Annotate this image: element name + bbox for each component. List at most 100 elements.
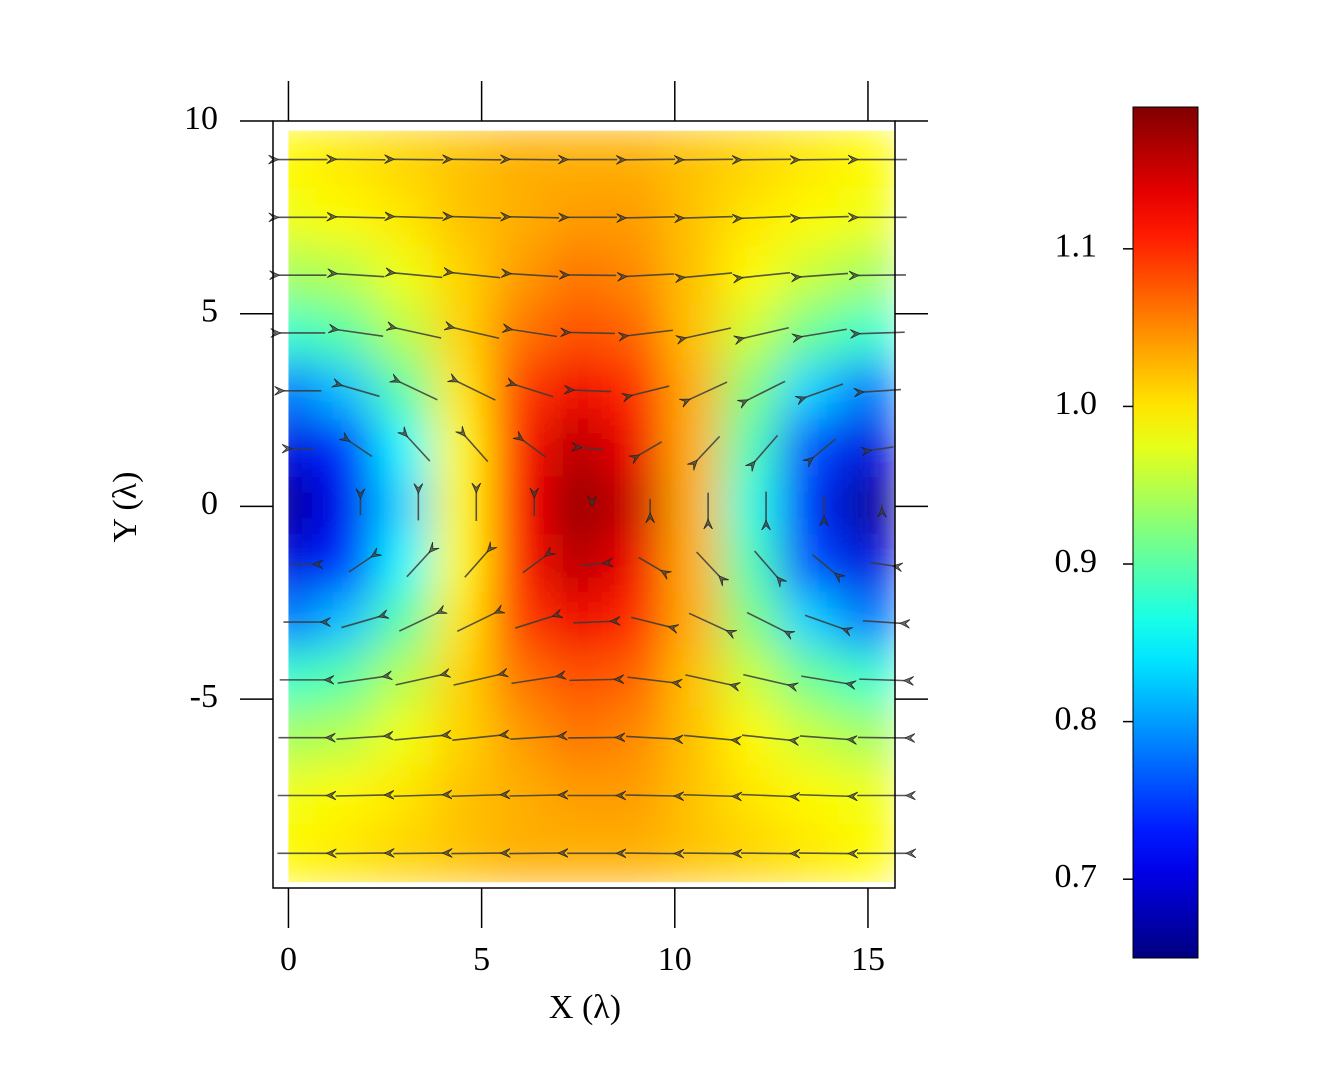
arrow xyxy=(453,675,500,686)
heat-cell xyxy=(548,476,609,537)
heat-cell xyxy=(374,592,435,652)
arrow xyxy=(515,616,553,629)
heatmap-area xyxy=(288,130,895,883)
heat-cell xyxy=(490,418,551,479)
heat-cell xyxy=(432,303,493,363)
heat-cell xyxy=(664,418,725,479)
heat-cell xyxy=(780,534,840,595)
arrow xyxy=(683,159,734,160)
arrow xyxy=(573,621,611,623)
heat-cell xyxy=(664,303,725,363)
y-tick-label: 10 xyxy=(184,100,218,137)
arrow xyxy=(523,440,547,458)
arrow xyxy=(799,217,849,219)
heat-cell xyxy=(490,476,551,537)
arrow xyxy=(336,217,386,218)
arrow xyxy=(335,795,386,796)
arrow xyxy=(741,853,791,854)
arrow xyxy=(799,159,850,160)
heat-cell xyxy=(490,360,551,421)
arrow xyxy=(627,329,674,336)
arrow xyxy=(580,563,604,565)
arrow xyxy=(512,329,558,338)
heat-cell xyxy=(664,476,725,537)
arrow xyxy=(407,436,431,462)
arrow xyxy=(573,390,612,392)
heat-cell xyxy=(837,476,895,537)
arrow xyxy=(452,273,501,279)
arrow xyxy=(454,328,500,340)
arrow xyxy=(638,556,662,571)
arrow xyxy=(805,383,844,398)
arrow xyxy=(741,216,791,218)
arrow xyxy=(522,556,546,574)
heat-cell xyxy=(664,360,725,421)
arrow xyxy=(625,795,675,796)
arrow xyxy=(746,611,785,632)
arrow xyxy=(684,734,732,740)
arrow xyxy=(348,556,372,573)
arrow xyxy=(683,795,733,797)
arrow xyxy=(804,614,843,629)
heat-cell xyxy=(432,534,493,595)
arrow xyxy=(689,381,728,400)
arrow xyxy=(509,795,559,796)
heat-cell xyxy=(664,592,725,652)
arrow xyxy=(451,159,502,160)
heat-cell xyxy=(374,303,435,363)
arrow xyxy=(696,551,720,577)
heat-cell xyxy=(606,649,667,710)
arrow xyxy=(811,554,836,574)
arrow xyxy=(799,795,849,797)
heat-cell xyxy=(606,476,667,537)
arrow xyxy=(465,436,489,463)
arrow xyxy=(639,441,663,456)
arrow xyxy=(753,550,778,578)
arrow xyxy=(683,853,733,854)
arrow xyxy=(511,676,557,685)
arrow xyxy=(755,434,779,462)
arrow xyxy=(684,272,733,278)
arrow xyxy=(870,446,894,451)
heat-cell xyxy=(374,360,435,421)
arrow xyxy=(625,853,675,854)
arrow xyxy=(394,217,444,219)
arrow xyxy=(394,273,443,279)
y-axis-label: Y (λ) xyxy=(107,472,144,543)
arrow xyxy=(568,275,617,276)
arrow xyxy=(741,734,790,740)
heat-cell xyxy=(664,649,725,710)
heat-cell xyxy=(490,649,551,710)
heat-cell xyxy=(374,534,435,595)
arrow xyxy=(452,217,502,219)
heat-cell xyxy=(780,303,840,363)
arrow xyxy=(393,159,444,160)
colorbar-tick-label: 1.0 xyxy=(1055,385,1098,422)
arrow xyxy=(451,795,502,797)
heat-cell xyxy=(722,476,783,537)
arrow xyxy=(510,217,560,218)
colorbar-tick-label: 0.7 xyxy=(1055,858,1098,895)
arrow xyxy=(859,332,905,334)
x-axis-label: X (λ) xyxy=(549,989,621,1026)
arrow xyxy=(569,332,615,333)
arrow xyxy=(464,551,488,578)
arrow xyxy=(685,674,731,685)
heat-cell xyxy=(374,476,435,537)
arrow xyxy=(626,736,674,739)
x-tick-label: 15 xyxy=(851,941,885,978)
arrow xyxy=(396,328,442,339)
heat-cell xyxy=(316,418,377,479)
heat-cell xyxy=(316,476,377,537)
heat-cell xyxy=(316,360,377,421)
heat-cell xyxy=(664,534,725,595)
heat-cell xyxy=(722,418,783,479)
heat-cell xyxy=(837,534,895,595)
arrow xyxy=(801,328,847,337)
heat-cell xyxy=(722,649,783,710)
arrow xyxy=(399,613,437,632)
arrow xyxy=(341,385,380,398)
arrow xyxy=(456,613,495,633)
arrow xyxy=(394,735,442,741)
